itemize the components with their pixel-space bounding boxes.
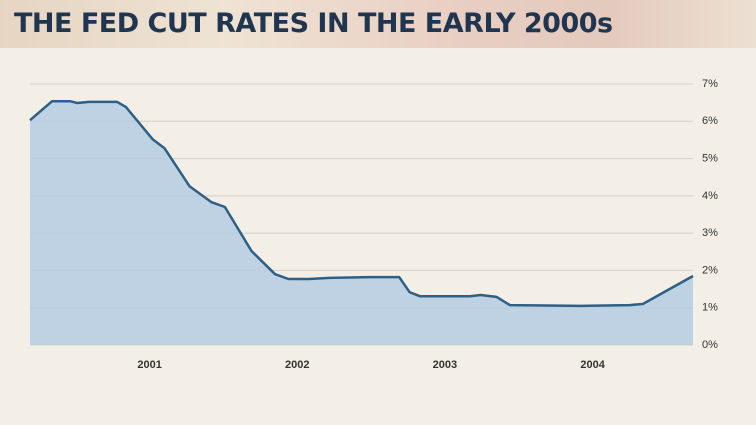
x-tick-label: 2001 <box>137 359 161 371</box>
title-banner: THE FED CUT RATES IN THE EARLY 2000s <box>0 0 756 48</box>
y-tick-label: 4% <box>702 190 718 202</box>
y-tick-label: 2% <box>702 264 718 276</box>
line <box>29 99 694 308</box>
y-tick-label: 7% <box>702 78 718 90</box>
y-tick-label: 1% <box>702 302 718 314</box>
chart-title: THE FED CUT RATES IN THE EARLY 2000s <box>14 8 613 39</box>
y-tick-label: 6% <box>702 115 718 127</box>
y-tick-label: 0% <box>702 339 718 351</box>
x-tick-label: 2002 <box>285 359 309 371</box>
x-tick-label: 2003 <box>433 359 457 371</box>
x-tick-label: 2004 <box>580 359 605 371</box>
y-tick-label: 5% <box>702 152 718 164</box>
y-tick-label: 3% <box>702 227 718 239</box>
area <box>30 101 693 345</box>
